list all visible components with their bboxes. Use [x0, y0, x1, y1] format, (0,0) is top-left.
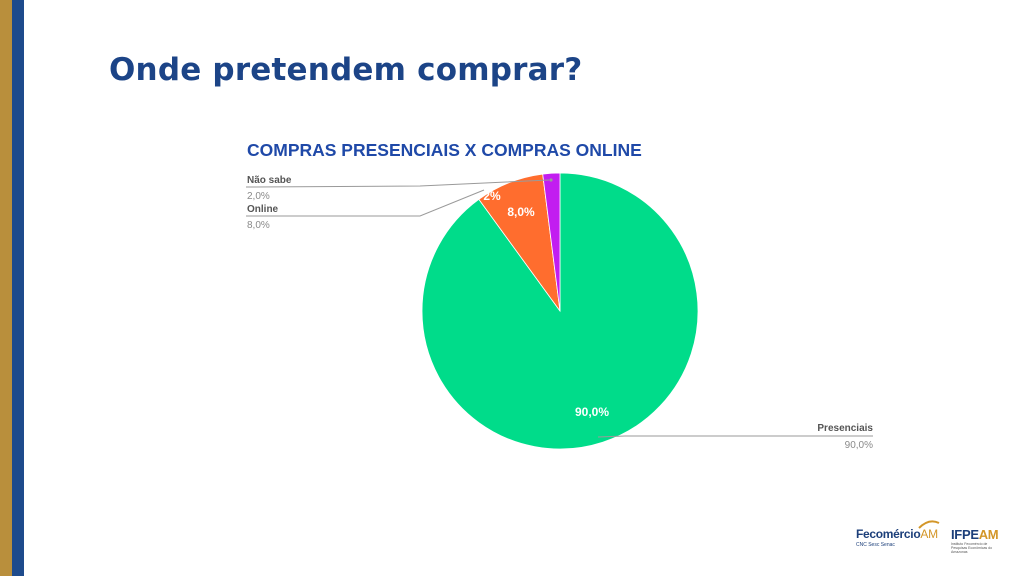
slice-label-online: 8,0%: [507, 205, 535, 219]
callout-name-nao-sabe: Não sabe: [247, 175, 292, 186]
callout-name-online: Online: [247, 204, 279, 215]
callout-line-nao-sabe: [245, 179, 550, 188]
callout-value-online: 8,0%: [247, 220, 270, 231]
callout-dot-nao-sabe: [549, 178, 553, 182]
left-accent-bar-gold: [0, 0, 12, 576]
callout-value-presenciais: 90,0%: [845, 440, 873, 451]
callout-line-online: [246, 189, 485, 217]
chart-title: COMPRAS PRESENCIAIS X COMPRAS ONLINE: [247, 140, 642, 160]
callout-name-presenciais: Presenciais: [817, 423, 873, 434]
left-accent-bar-blue: [12, 0, 24, 576]
slice-label-nao-sabe: 2%: [483, 189, 501, 203]
callout-line-presenciais: [597, 435, 873, 438]
callout-value-nao-sabe: 2,0%: [247, 191, 270, 202]
slide-title: Onde pretendem comprar?: [109, 52, 583, 88]
slice-label-presenciais: 90,0%: [575, 405, 609, 419]
pie-slice-nao-sabe: [542, 172, 561, 312]
